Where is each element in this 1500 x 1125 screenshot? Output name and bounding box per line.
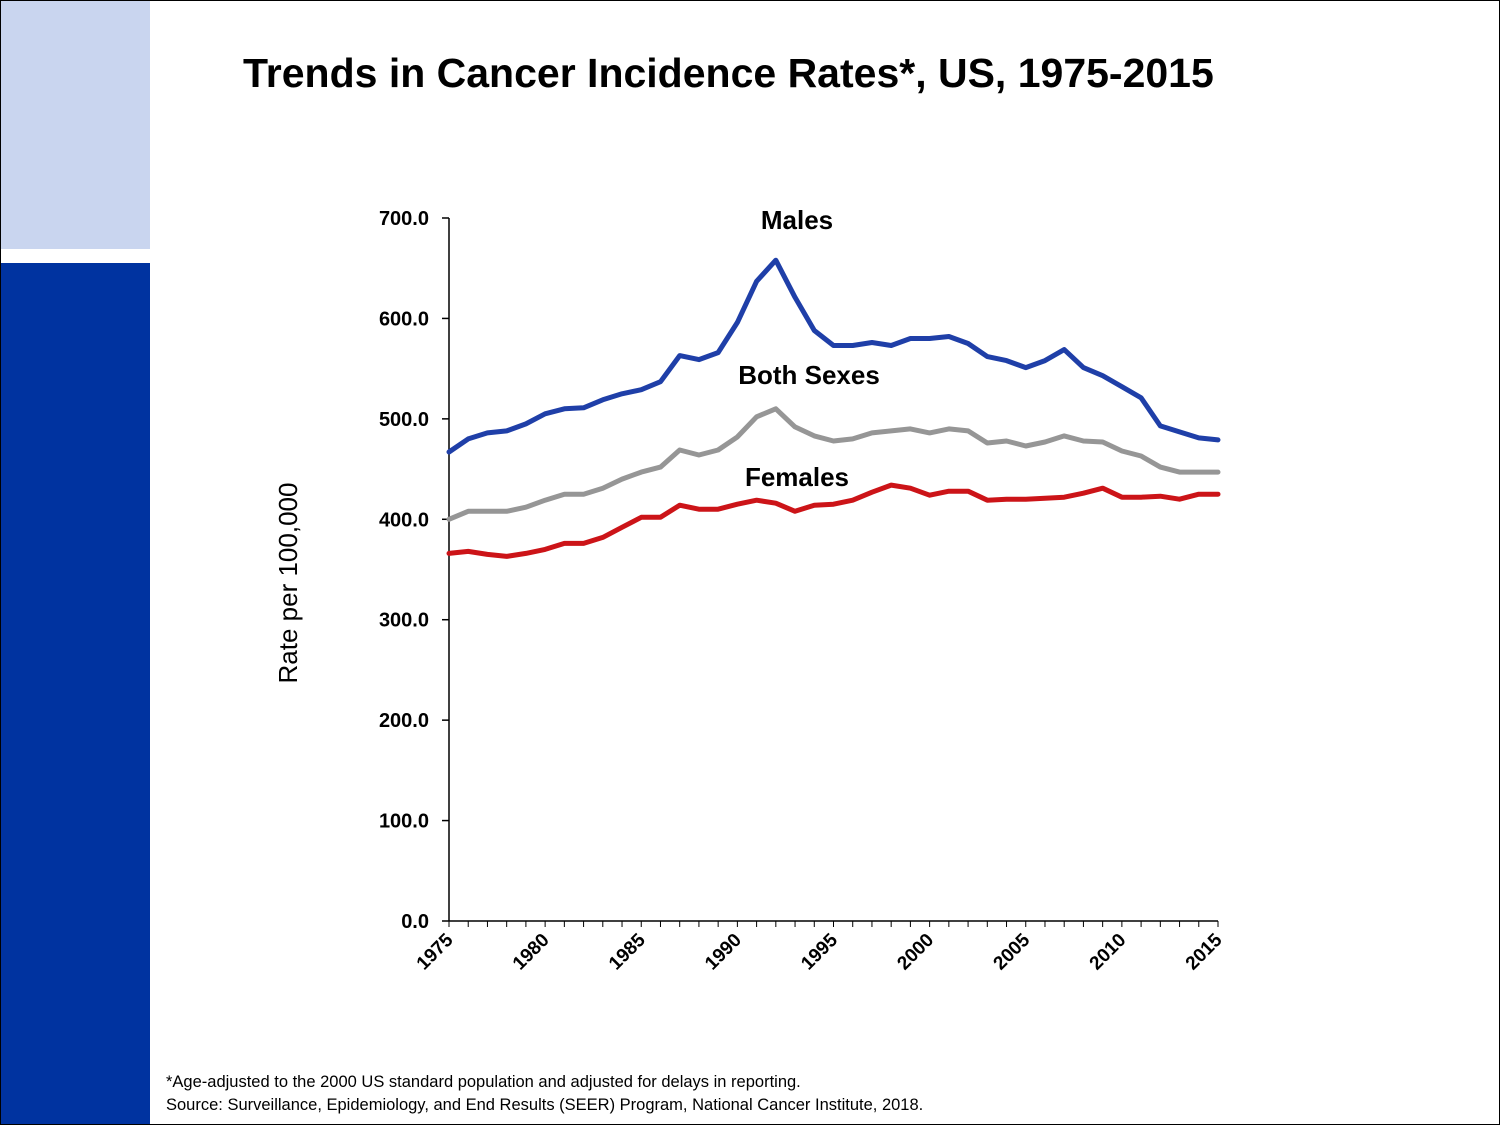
y-axis-title: Rate per 100,000 [273,483,303,684]
x-tick-label: 2005 [990,929,1035,974]
sidebar-accent-dark [1,263,150,1124]
y-tick-label: 300.0 [379,610,429,632]
y-tick-label: 500.0 [379,409,429,431]
x-tick-label: 2000 [893,930,938,975]
series-line-both-sexes [446,406,1221,522]
footnote: *Age-adjusted to the 2000 US standard po… [166,1073,801,1091]
y-tick-label: 700.0 [379,208,429,230]
x-tick-label: 2015 [1182,929,1227,974]
sidebar-accent-light [1,1,150,249]
y-tick-label: 200.0 [379,710,429,732]
series-label-both-sexes: Both Sexes [738,360,880,390]
y-tick-label: 100.0 [379,811,429,833]
x-tick-label: 1975 [413,929,458,974]
y-tick-label: 600.0 [379,308,429,330]
y-tick-label: 0.0 [401,911,429,933]
x-tick-label: 2010 [1086,930,1131,975]
x-tick-label: 1995 [797,929,842,974]
slide-title: Trends in Cancer Incidence Rates*, US, 1… [243,50,1214,96]
series-line-males [446,257,1221,455]
y-tick-label: 400.0 [379,509,429,531]
series-label-males: Males [761,205,833,235]
series-line-females [446,482,1221,559]
x-tick-label: 1990 [701,930,746,975]
x-tick-label: 1985 [605,929,650,974]
source-citation: Source: Surveillance, Epidemiology, and … [166,1096,924,1114]
series-label-females: Females [745,462,849,492]
x-tick-label: 1980 [509,930,554,975]
